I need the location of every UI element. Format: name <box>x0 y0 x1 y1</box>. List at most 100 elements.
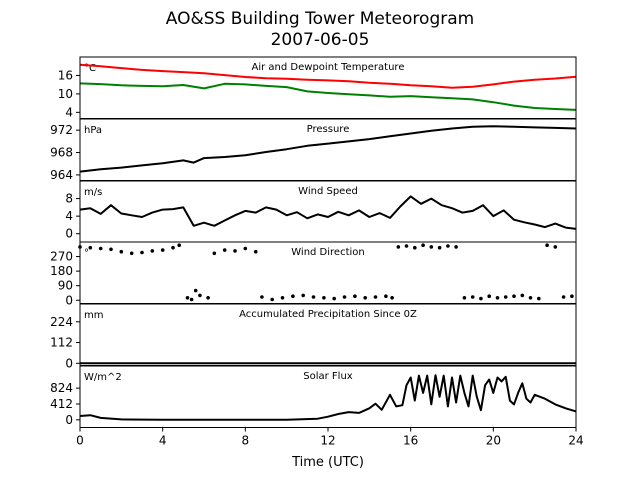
x-tick-label: 0 <box>76 434 84 448</box>
data-point <box>413 245 417 250</box>
data-point <box>561 295 566 299</box>
data-point <box>88 245 93 250</box>
panel-unit: °C <box>84 63 96 74</box>
x-tick-label: 24 <box>568 434 583 448</box>
x-tick-label: 16 <box>403 434 418 448</box>
data-point <box>479 296 483 301</box>
data-point <box>198 293 202 298</box>
panel-accumulated-precipitation-since-0z: 0 112 224 mm Accumulated Precipitation Since… <box>50 303 577 370</box>
panel-unit: hPa <box>84 125 102 136</box>
data-point <box>301 293 306 298</box>
y-tick-label: 112 <box>50 336 73 350</box>
panel-unit: ° <box>84 248 89 259</box>
panel-unit: m/s <box>84 187 102 198</box>
series-line-0 <box>79 195 577 230</box>
data-point <box>537 296 541 301</box>
x-tick-label: 20 <box>486 434 501 448</box>
data-point <box>291 294 295 299</box>
data-point <box>322 296 326 300</box>
data-point <box>150 249 155 253</box>
panel-background <box>80 242 576 304</box>
y-tick-label: 0 <box>65 293 73 307</box>
panel-title: Pressure <box>307 124 350 135</box>
y-tick-label: 964 <box>50 168 73 182</box>
panel-background <box>80 119 576 181</box>
data-point <box>503 295 508 299</box>
data-point <box>233 249 237 253</box>
y-tick-label: 224 <box>50 315 73 329</box>
panel-background <box>80 181 576 243</box>
data-point <box>109 247 113 252</box>
series-line-1 <box>79 82 577 111</box>
data-point <box>545 243 549 247</box>
data-point <box>446 244 450 248</box>
panel-title: Wind Direction <box>291 247 365 258</box>
data-point <box>185 296 190 300</box>
data-point <box>396 245 401 249</box>
data-point <box>520 293 525 298</box>
panel-title: Wind Speed <box>298 186 358 197</box>
panel-background <box>80 57 576 119</box>
data-point <box>487 294 492 299</box>
data-point <box>212 251 217 256</box>
series-line-0 <box>79 125 577 173</box>
panel-pressure: 964 968 972 hPa Pressure <box>50 118 577 185</box>
data-point <box>404 244 409 248</box>
panel-air-and-dewpoint-temperature: 4 10 16 °C Air and Dewpoint Temperature <box>58 56 577 123</box>
x-tick-label: 8 <box>242 434 250 448</box>
panel-unit: W/m^2 <box>84 372 122 383</box>
data-point <box>390 296 394 300</box>
panel-title: Solar Flux <box>303 371 353 382</box>
figure-subtitle: 2007-06-05 <box>271 30 370 50</box>
x-tick-label: 12 <box>320 434 335 448</box>
y-tick-label: 10 <box>58 87 73 101</box>
data-point <box>98 246 103 251</box>
data-point <box>528 296 533 300</box>
data-point <box>311 295 316 299</box>
data-point <box>462 296 467 300</box>
data-point <box>206 296 210 300</box>
panel-frame <box>79 365 577 428</box>
y-tick-label: 4 <box>65 209 73 223</box>
x-tick-label: 4 <box>159 434 167 448</box>
data-point <box>189 297 194 302</box>
data-point <box>260 295 264 299</box>
y-tick-label: 968 <box>50 146 73 160</box>
panel-unit: mm <box>84 310 103 321</box>
y-tick-label: 972 <box>50 123 73 137</box>
panel-title: Air and Dewpoint Temperature <box>252 62 405 73</box>
panel-solar-flux: 0 412 824 W/m^2 Solar Flux <box>50 365 577 432</box>
data-point <box>193 288 198 293</box>
data-point <box>437 245 442 250</box>
y-tick-label: 8 <box>65 192 73 206</box>
figure-title: AO&SS Building Tower Meteorogram <box>166 9 474 29</box>
data-point <box>353 294 357 299</box>
y-tick-label: 0 <box>65 413 73 427</box>
data-point <box>429 245 434 249</box>
x-axis-label: Time (UTC) <box>291 455 364 470</box>
series-line-0 <box>79 63 577 89</box>
data-point <box>140 250 144 255</box>
data-point <box>119 249 124 254</box>
panel-title: Accumulated Precipitation Since 0Z <box>239 309 417 320</box>
y-tick-label: 824 <box>50 381 73 395</box>
data-point <box>512 294 516 299</box>
y-tick-label: 16 <box>58 68 73 82</box>
data-point <box>570 294 574 299</box>
data-point <box>177 243 181 247</box>
data-point <box>280 296 285 300</box>
data-point <box>129 251 134 256</box>
y-tick-label: 90 <box>58 279 73 293</box>
data-point <box>253 249 258 254</box>
data-point <box>160 248 165 252</box>
data-point <box>332 296 337 301</box>
data-point <box>342 295 347 299</box>
data-point <box>421 243 425 247</box>
data-point <box>454 245 458 249</box>
y-tick-label: 0 <box>65 227 73 241</box>
data-point <box>553 245 558 249</box>
panel-background <box>80 304 576 366</box>
data-point <box>373 295 378 299</box>
